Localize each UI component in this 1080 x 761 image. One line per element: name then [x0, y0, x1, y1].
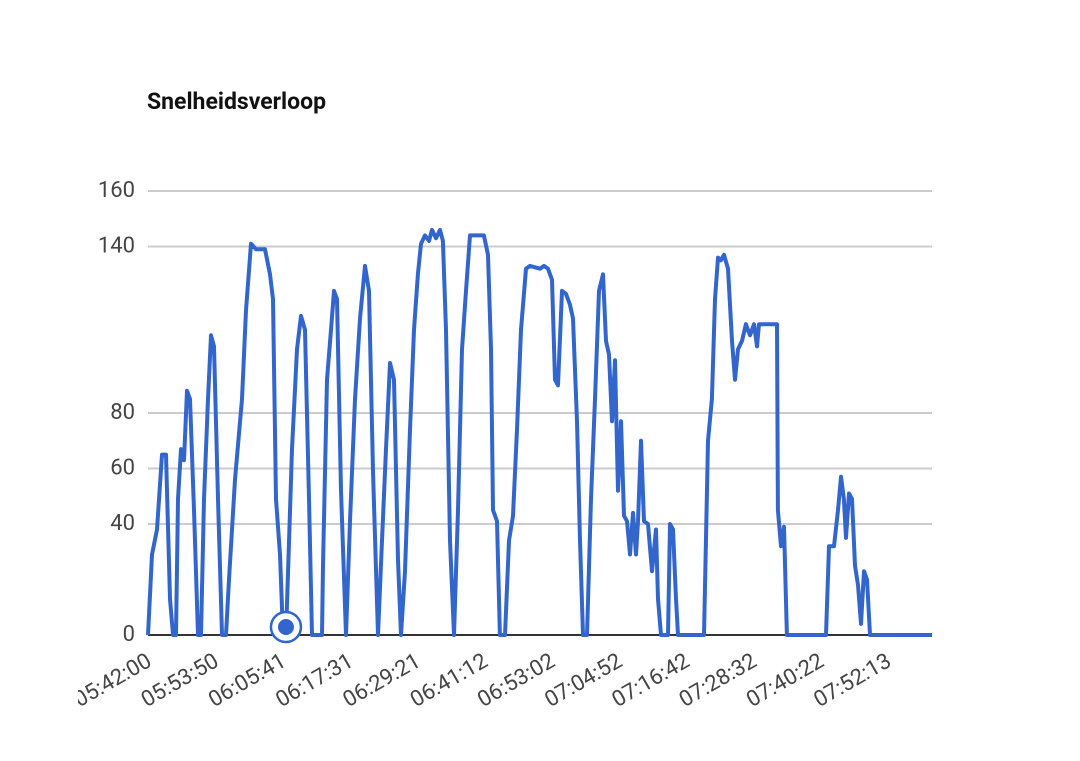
y-tick-label: 80 [110, 400, 135, 425]
x-tick-label: 07:40:22 [742, 649, 828, 713]
x-tick-label: 07:52:13 [810, 649, 896, 713]
x-tick-labels: 05:42:0005:53:5006:05:4106:17:3106:29:21… [78, 649, 896, 713]
speed-line [146, 227, 932, 637]
y-tick-label: 40 [110, 511, 135, 536]
selected-point [277, 619, 294, 635]
y-tick-label: 60 [110, 455, 135, 480]
y-tick-label: 0 [123, 622, 135, 647]
x-tick-label: 06:29:21 [339, 649, 425, 713]
y-tick-label: 140 [98, 233, 135, 258]
y-tick-label: 160 [98, 178, 135, 203]
chart-title: Snelheidsverloop [147, 88, 326, 115]
x-tick-label: 05:53:50 [137, 649, 223, 713]
